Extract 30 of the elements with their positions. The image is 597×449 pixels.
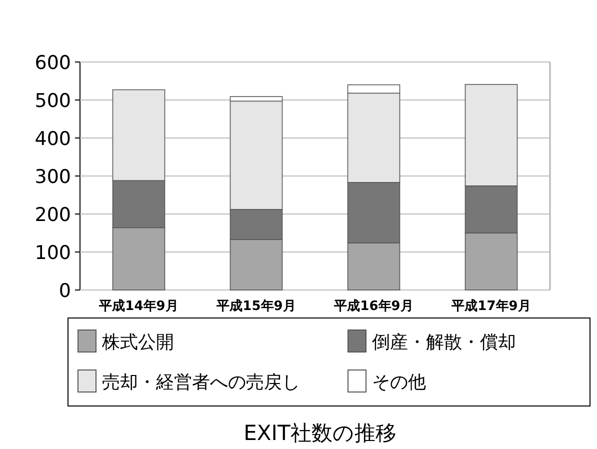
bar [347, 242, 400, 290]
y-tick-label: 0 [58, 280, 71, 302]
y-tick-label: 200 [34, 204, 71, 226]
bar [230, 239, 283, 290]
bar [464, 84, 518, 186]
y-tick-label: 100 [34, 242, 71, 264]
x-tick-label: 平成17年9月 [450, 299, 531, 314]
bar [112, 227, 166, 290]
bar [347, 84, 400, 94]
bar [230, 96, 283, 102]
legend-label: 株式公開 [101, 332, 174, 353]
x-tick-label: 平成15年9月 [216, 299, 296, 314]
bar [464, 232, 518, 290]
bar [464, 185, 518, 234]
legend-label: その他 [372, 372, 426, 393]
y-tick-label: 400 [34, 128, 71, 150]
x-tick-label: 平成16年9月 [333, 299, 414, 314]
bar [112, 89, 166, 181]
y-tick-label: 600 [34, 52, 71, 74]
x-tick-label: 平成14年9月 [98, 299, 178, 314]
text: EXIT社数の推移 [244, 421, 396, 445]
bar [230, 100, 283, 210]
y-tick-label: 300 [34, 166, 71, 188]
bar [112, 180, 166, 228]
legend-label: 売却・経営者への売戻し [102, 372, 300, 393]
y-tick-label: 500 [34, 90, 71, 112]
bar [347, 182, 400, 244]
legend-label: 倒産・解散・償却 [372, 332, 516, 353]
bar [347, 92, 400, 183]
bar [230, 209, 283, 240]
